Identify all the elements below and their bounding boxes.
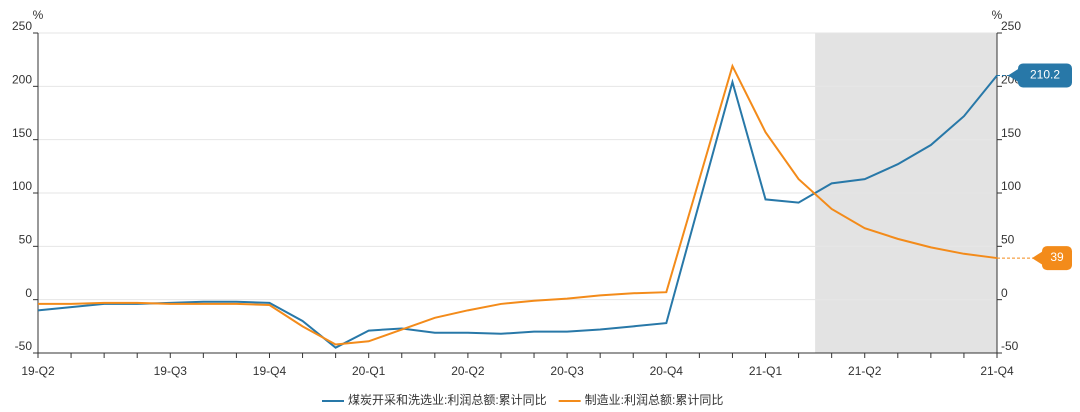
y2-tick-label: 0 [1001, 286, 1008, 300]
y-tick-label: 250 [12, 19, 32, 33]
x-tick-label: 20-Q1 [352, 364, 386, 378]
callout-box [1018, 63, 1072, 88]
y-tick-label: 200 [12, 73, 32, 87]
y2-unit: % [992, 8, 1003, 22]
x-tick-label: 21-Q2 [848, 364, 882, 378]
x-tick-label: 21-Q1 [749, 364, 783, 378]
x-tick-label: 20-Q2 [451, 364, 485, 378]
y2-tick-label: 250 [1001, 19, 1021, 33]
x-tick-label: 20-Q4 [650, 364, 684, 378]
x-tick-label: 19-Q4 [253, 364, 287, 378]
y2-tick-label: 50 [1001, 233, 1015, 247]
y-tick-label: -50 [15, 339, 33, 353]
y-tick-label: 100 [12, 179, 32, 193]
y2-tick-label: 100 [1001, 179, 1021, 193]
legend-label: 制造业:利润总额:累计同比 [585, 393, 724, 407]
y-tick-label: 50 [19, 233, 33, 247]
series-line [37, 74, 998, 349]
y-tick-label: 0 [25, 286, 32, 300]
callout-label: 39 [1050, 250, 1064, 264]
callout-arrow [1032, 251, 1043, 266]
x-tick-label: 20-Q3 [550, 364, 584, 378]
y2-tick-label: 150 [1001, 126, 1021, 140]
callout-label: 210.2 [1030, 68, 1060, 82]
x-tick-label: 19-Q2 [21, 364, 55, 378]
y2-tick-label: -50 [1001, 339, 1019, 353]
callout-box [1042, 246, 1072, 271]
x-tick-label: 19-Q3 [154, 364, 188, 378]
x-tick-label: 21-Q4 [980, 364, 1014, 378]
callout-arrow [1008, 68, 1019, 83]
y-tick-label: 150 [12, 126, 32, 140]
y-unit: % [33, 8, 44, 22]
series-line [38, 63, 998, 346]
legend-label: 煤炭开采和洗选业:利润总额:累计同比 [348, 393, 547, 407]
